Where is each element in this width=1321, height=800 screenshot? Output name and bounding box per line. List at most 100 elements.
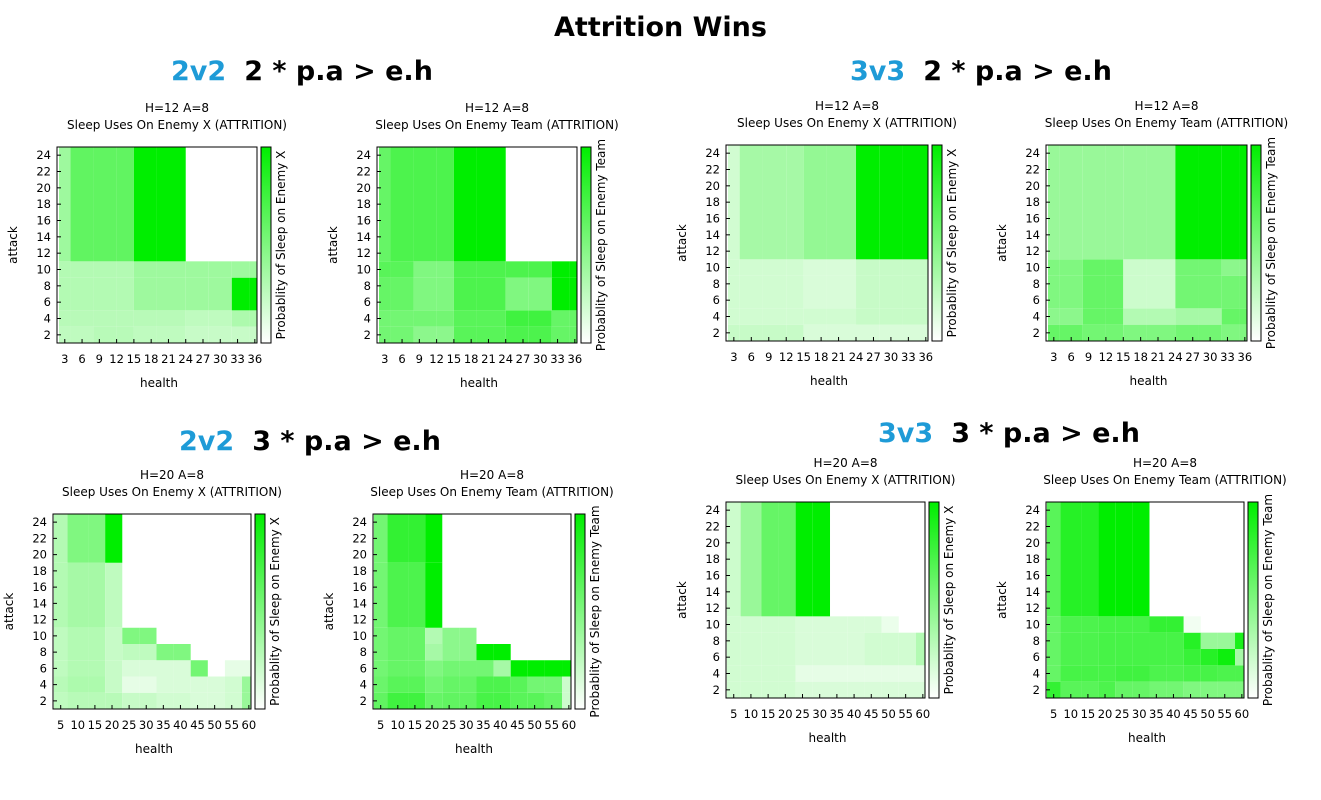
y-tick-label: 2 — [364, 328, 371, 342]
heatmap-cell — [544, 692, 563, 709]
heatmap-cell — [156, 326, 186, 343]
heatmap-cell — [726, 632, 741, 649]
heatmap-cell — [551, 294, 570, 311]
y-tick-label: 4 — [1033, 667, 1040, 681]
heatmap-cell — [408, 644, 426, 661]
section-rule: 2 * p.a > e.h — [244, 56, 433, 87]
heatmap-cell — [920, 145, 928, 260]
y-tick-label: 18 — [705, 552, 720, 566]
heatmap-cell — [436, 326, 454, 343]
heatmap-cell — [527, 692, 545, 709]
y-tick-label: 20 — [352, 548, 367, 562]
heatmap-cell — [442, 627, 460, 644]
heatmap-cell — [1105, 324, 1124, 341]
x-tick-label: 40 — [1166, 707, 1181, 721]
x-tick-label: 10 — [70, 718, 85, 732]
heatmap-cell — [527, 676, 545, 693]
heatmap-cell — [881, 665, 899, 682]
heatmap-cell — [778, 616, 796, 633]
heatmap-cell — [1059, 145, 1083, 260]
heatmap-cell — [1183, 632, 1201, 649]
heatmap-cell — [413, 147, 437, 262]
x-tick-label: 15 — [796, 350, 811, 364]
heatmap-cell — [185, 310, 209, 327]
heatmap-cell — [116, 147, 134, 262]
y-tick-label: 8 — [1033, 277, 1040, 291]
heatmap-cell — [476, 277, 506, 294]
colorbar — [931, 144, 943, 342]
heatmap-cell — [1239, 308, 1247, 325]
heatmap-cell — [762, 324, 787, 341]
y-tick-label: 6 — [713, 293, 720, 307]
heatmap-cell — [207, 676, 225, 693]
heatmap-cell — [505, 326, 529, 343]
x-tick-label: 9 — [96, 352, 103, 366]
heatmap-cell — [864, 632, 882, 649]
heatmap-cell — [408, 676, 426, 693]
x-tick-label: 3 — [1050, 350, 1057, 364]
heatmap-cell — [390, 277, 414, 294]
heatmap-cell — [1123, 292, 1147, 309]
heatmap-cell — [830, 616, 848, 633]
heatmap-cell — [373, 676, 388, 693]
heatmap-cell — [387, 644, 409, 661]
y-tick-label: 24 — [32, 515, 47, 529]
heatmap-cell — [88, 562, 106, 628]
heatmap-cell — [373, 692, 388, 709]
heatmap-cell — [915, 665, 925, 682]
heatmap-cell — [459, 660, 477, 677]
heatmap-cell — [390, 294, 414, 311]
y-tick-label: 24 — [356, 148, 371, 162]
heatmap-cell — [59, 310, 71, 327]
x-tick-label: 36 — [568, 352, 583, 366]
heatmap-cell — [1060, 649, 1082, 666]
heatmap-cell — [569, 310, 577, 327]
heatmap-cell — [1221, 292, 1240, 309]
heatmap-cell — [1082, 259, 1106, 276]
heatmap-cell — [185, 326, 209, 343]
plot-frame — [52, 513, 252, 710]
heatmap-cell — [1060, 632, 1082, 649]
heatmap-cell — [864, 681, 882, 698]
heatmap-cell — [1183, 616, 1201, 633]
heatmap-cell — [505, 310, 529, 327]
heatmap-cell — [459, 627, 477, 644]
heatmap-cell — [812, 681, 831, 698]
heatmap-cell — [1146, 292, 1176, 309]
x-tick-label: 60 — [242, 718, 257, 732]
heatmap-cell — [812, 649, 831, 666]
y-tick-label: 20 — [1025, 536, 1040, 550]
plot-frame — [1045, 144, 1248, 342]
y-tick-label: 16 — [36, 214, 51, 228]
y-tick-label: 12 — [705, 244, 720, 258]
heatmap-cell — [436, 147, 454, 262]
x-tick-label: 6 — [78, 352, 85, 366]
heatmap-cell — [920, 308, 928, 325]
heatmap-cell — [830, 681, 848, 698]
heatmap-cell — [116, 261, 134, 278]
heatmap-cell — [510, 692, 528, 709]
x-tick-label: 20 — [425, 718, 440, 732]
heatmap-cell — [569, 294, 577, 311]
heatmap-cell — [156, 644, 174, 661]
heatmap-cell — [59, 277, 71, 294]
heatmap-cell — [898, 632, 916, 649]
x-tick-label: 55 — [224, 718, 239, 732]
heatmap-cell — [1105, 275, 1124, 292]
heatmap-cell — [1235, 665, 1244, 682]
x-tick-label: 55 — [1217, 707, 1232, 721]
heatmap-cell — [139, 692, 157, 709]
heatmap-cell — [59, 147, 71, 262]
y-axis-label: attack — [6, 226, 20, 264]
heatmap-cell — [902, 324, 921, 341]
heatmap-cell — [390, 147, 414, 262]
heatmap-cell — [425, 514, 443, 563]
x-tick-label: 30 — [884, 350, 899, 364]
heatmap-cell — [739, 275, 763, 292]
heatmap-cell — [1235, 681, 1244, 698]
heatmap-cell — [408, 660, 426, 677]
heatmap-cell — [847, 649, 865, 666]
y-tick-label: 14 — [705, 228, 720, 242]
heatmap-cell — [1060, 681, 1082, 698]
heatmap-cell — [1221, 259, 1240, 276]
